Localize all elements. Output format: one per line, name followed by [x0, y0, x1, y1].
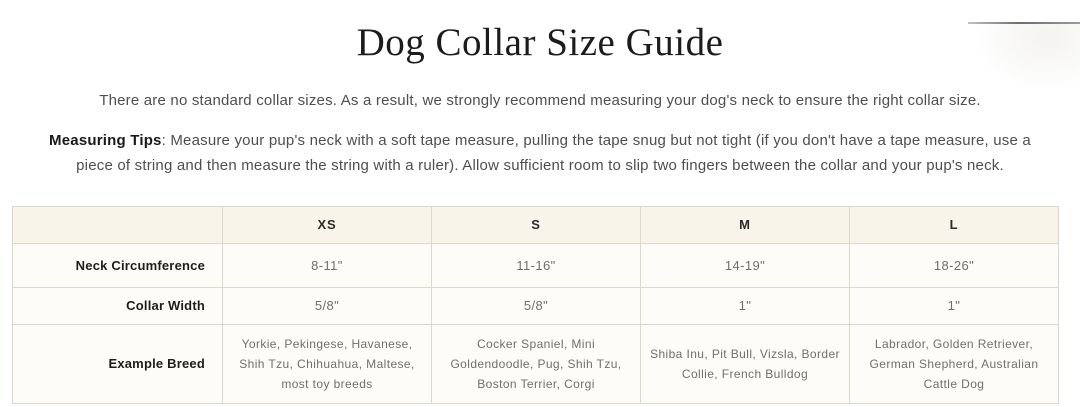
cell-breed-m: Shiba Inu, Pit Bull, Vizsla, Border Coll… — [640, 323, 850, 404]
cell-width-s: 5/8" — [431, 286, 641, 325]
column-header-m: M — [640, 205, 850, 244]
screenshot-corner-smudge — [970, 24, 1080, 94]
table-header-row: XS S M L — [12, 205, 1059, 244]
cell-neck-s: 11-16" — [431, 242, 641, 288]
column-header-xs: XS — [222, 205, 432, 244]
intro-text: There are no standard collar sizes. As a… — [99, 91, 981, 109]
measuring-tips-label: Measuring Tips — [49, 131, 162, 149]
column-header-s: S — [431, 205, 641, 244]
cell-neck-xs: 8-11" — [222, 242, 432, 288]
cell-neck-l: 18-26" — [849, 242, 1059, 288]
measuring-tips: Measuring Tips: Measure your pup's neck … — [30, 128, 1050, 178]
screenshot-edge-artifact — [968, 22, 1080, 24]
measuring-tips-text: Measure your pup's neck with a soft tape… — [76, 131, 1031, 174]
cell-breed-l: Labrador, Golden Retriever, German Sheph… — [849, 323, 1059, 404]
size-guide-table: XS S M L Neck Circumference 8-11" 11-16"… — [12, 205, 1059, 404]
row-label-neck-circumference: Neck Circumference — [12, 242, 223, 288]
page-title: Dog Collar Size Guide — [356, 21, 724, 64]
row-neck-circumference: Neck Circumference 8-11" 11-16" 14-19" 1… — [12, 242, 1059, 288]
cell-breed-xs: Yorkie, Pekingese, Havanese, Shih Tzu, C… — [222, 323, 432, 404]
row-label-collar-width: Collar Width — [12, 286, 223, 325]
cell-width-xs: 5/8" — [222, 286, 432, 325]
column-header-l: L — [849, 205, 1059, 244]
measuring-tips-separator: : — [161, 131, 171, 149]
cell-width-l: 1" — [849, 286, 1059, 325]
corner-header-cell — [12, 205, 223, 244]
row-label-example-breed: Example Breed — [12, 323, 223, 404]
row-collar-width: Collar Width 5/8" 5/8" 1" 1" — [12, 286, 1059, 325]
row-example-breed: Example Breed Yorkie, Pekingese, Havanes… — [12, 323, 1059, 404]
cell-neck-m: 14-19" — [640, 242, 850, 288]
size-guide-page: Dog Collar Size Guide There are no stand… — [0, 21, 1080, 407]
cell-breed-s: Cocker Spaniel, Mini Goldendoodle, Pug, … — [431, 323, 641, 404]
cell-width-m: 1" — [640, 286, 850, 325]
